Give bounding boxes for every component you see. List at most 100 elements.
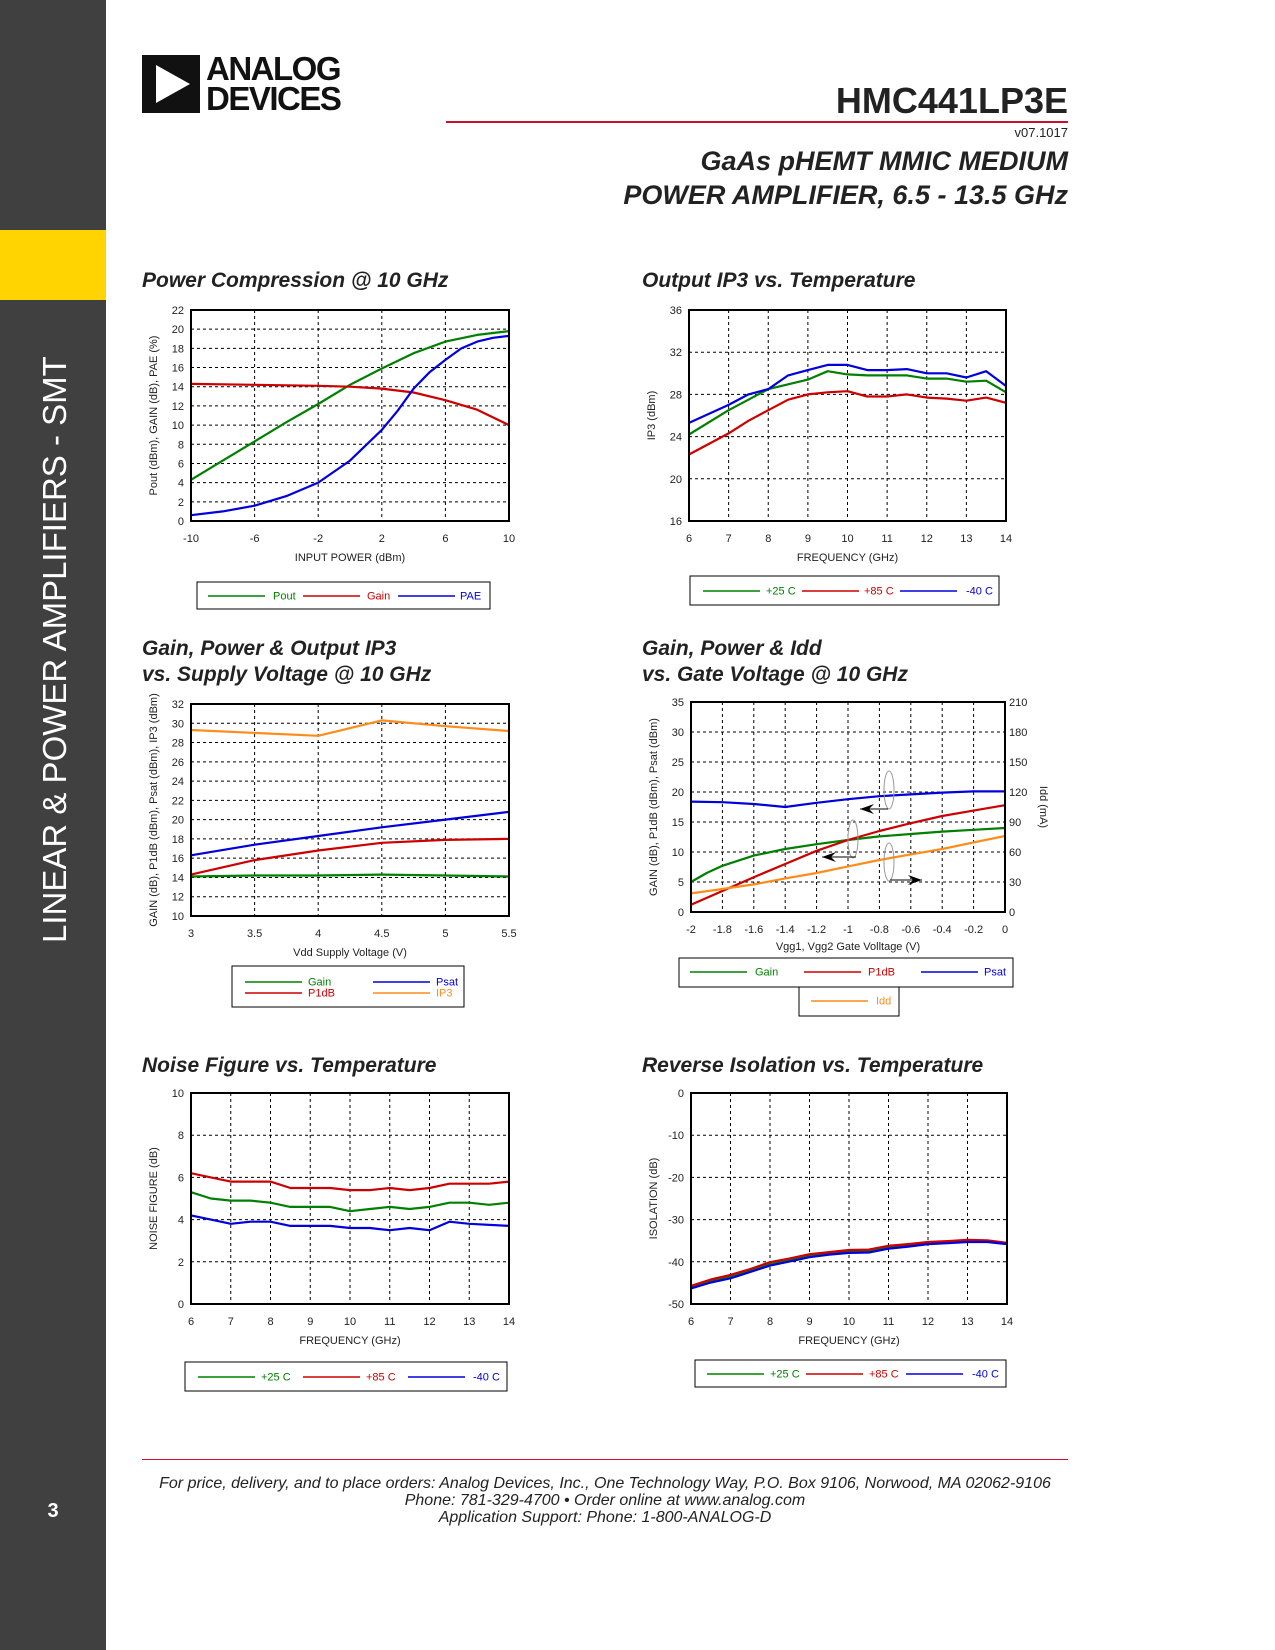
y-tick-label: 25: [672, 757, 684, 769]
header-divider: [446, 121, 1068, 123]
x-tick-label: 10: [841, 533, 853, 545]
series-line-ip3: [190, 719, 510, 737]
x-tick-label: 0: [1002, 924, 1008, 936]
y-tick-label: 14: [172, 872, 184, 884]
legend-label: +25 C: [770, 1369, 800, 1381]
y-tick-label: 0: [178, 516, 184, 528]
x-axis-label: FREQUENCY (GHz): [797, 552, 898, 564]
footer-line2: Phone: 781-329-4700 • Order online at ww…: [404, 1492, 806, 1509]
y-tick-label: -50: [668, 1299, 684, 1311]
x-tick-label: -10: [183, 533, 199, 545]
y-tick-label: 12: [172, 892, 184, 904]
part-number: HMC441LP3E: [835, 80, 1068, 121]
legend-label: +25 C: [766, 586, 796, 598]
x-tick-label: 2: [379, 533, 385, 545]
plot-frame: [190, 703, 510, 917]
subtitle-line1: GaAs pHEMT MMIC MEDIUM: [700, 146, 1069, 176]
y-tick-label: 28: [670, 389, 682, 401]
subtitle: GaAs pHEMT MMIC MEDIUM POWER AMPLIFIER, …: [623, 144, 1068, 212]
page-number: 3: [47, 1500, 59, 1522]
x-tick-label: 12: [922, 1316, 934, 1328]
series-line-psat: [690, 790, 1005, 809]
x-tick-label: 12: [921, 533, 933, 545]
x-tick-label: 8: [765, 533, 771, 545]
x-tick-label: 11: [883, 1316, 894, 1328]
y-axis-label: GAIN (dB), P1dB (dBm), Psat (dBm), IP3 (…: [148, 693, 160, 927]
y2-tick-label: 90: [1009, 817, 1021, 829]
legend-label: P1dB: [868, 967, 895, 979]
y-axis-label: Pout (dBm), GAIN (dB), PAE (%): [148, 336, 160, 496]
y-tick-label: 28: [172, 738, 184, 750]
logo-triangle-icon: [142, 55, 200, 113]
chart-title-line: Output IP3 vs. Temperature: [642, 269, 916, 292]
y2-tick-label: 60: [1009, 847, 1021, 859]
x-tick-label: 14: [503, 1316, 515, 1328]
x-axis-label: INPUT POWER (dBm): [295, 552, 405, 564]
x-tick-label: 8: [267, 1316, 273, 1328]
y2-tick-label: 210: [1009, 697, 1027, 709]
x-tick-label: 9: [805, 533, 811, 545]
legend-label: +25 C: [261, 1372, 291, 1384]
x-tick-label: 13: [960, 533, 972, 545]
y-axis-label: IP3 (dBm): [646, 391, 658, 441]
y2-tick-label: 0: [1009, 907, 1015, 919]
x-tick-label: 3.5: [247, 928, 262, 940]
x-tick-label: 9: [806, 1316, 812, 1328]
footer: For price, delivery, and to place orders…: [142, 1475, 1068, 1526]
x-tick-label: 5.5: [501, 928, 516, 940]
x-tick-label: -0.8: [870, 924, 889, 936]
x-tick-label: 7: [727, 1316, 733, 1328]
y-axis-label: NOISE FIGURE (dB): [148, 1147, 160, 1250]
y-tick-label: 6: [178, 458, 184, 470]
plot-frame: [190, 309, 510, 522]
arrow-right-icon: [908, 875, 922, 885]
y-tick-label: 26: [172, 757, 184, 769]
y-tick-label: 24: [670, 432, 682, 444]
chart-title-gate-voltage: Gain, Power & Idd vs. Gate Voltage @ 10 G…: [642, 636, 908, 688]
x-tick-label: 11: [384, 1316, 395, 1328]
y-tick-label: 16: [172, 363, 184, 375]
x-tick-label: 4: [315, 928, 321, 940]
y-tick-label: 12: [172, 401, 184, 413]
x-tick-label: -1: [843, 924, 853, 936]
y-tick-label: 20: [172, 815, 184, 827]
y-tick-label: 0: [678, 1088, 684, 1100]
series-line-40c: [688, 363, 1007, 424]
x-axis-label: FREQUENCY (GHz): [299, 1335, 400, 1347]
chart-title-line: Gain, Power & Output IP3: [142, 637, 397, 660]
x-tick-label: 13: [961, 1316, 973, 1328]
y-tick-label: 6: [178, 1172, 184, 1184]
plot-frame: [690, 701, 1006, 913]
x-tick-label: 13: [463, 1316, 475, 1328]
y-axis-label: GAIN (dB), P1dB (dBm), Psat (dBm): [648, 718, 660, 896]
y2-tick-label: 30: [1009, 877, 1021, 889]
legend-label: Gain: [308, 977, 331, 989]
annotation-ellipse: [883, 770, 895, 810]
y-tick-label: 5: [678, 877, 684, 889]
y2-tick-label: 150: [1009, 757, 1027, 769]
series-line-85c: [190, 1172, 510, 1192]
y-tick-label: 20: [172, 324, 184, 336]
chart-title-line: vs. Gate Voltage @ 10 GHz: [642, 663, 908, 686]
series-line-gain: [190, 873, 510, 878]
y-tick-label: 15: [672, 817, 684, 829]
chart-title-reverse-isolation: Reverse Isolation vs. Temperature: [642, 1053, 983, 1079]
legend-label: PAE: [460, 591, 481, 603]
y-tick-label: 4: [178, 478, 184, 490]
chart-title-output-ip3: Output IP3 vs. Temperature: [642, 268, 915, 294]
legend-label: Psat: [984, 967, 1006, 979]
footer-line1: For price, delivery, and to place orders…: [159, 1475, 1051, 1492]
y2-axis-label: Idd (mA): [1037, 786, 1049, 828]
x-tick-label: 6: [188, 1316, 194, 1328]
x-tick-label: 11: [881, 533, 892, 545]
chart-title-line: vs. Supply Voltage @ 10 GHz: [142, 663, 432, 686]
y-tick-label: 32: [670, 347, 682, 359]
y-tick-label: 0: [678, 907, 684, 919]
y-tick-label: 22: [172, 795, 184, 807]
logo-line1: ANALOG: [206, 50, 342, 87]
legend-label: +85 C: [869, 1369, 899, 1381]
y-tick-label: -10: [668, 1130, 684, 1142]
footer-divider: [142, 1459, 1068, 1460]
y-tick-label: 22: [172, 305, 184, 317]
